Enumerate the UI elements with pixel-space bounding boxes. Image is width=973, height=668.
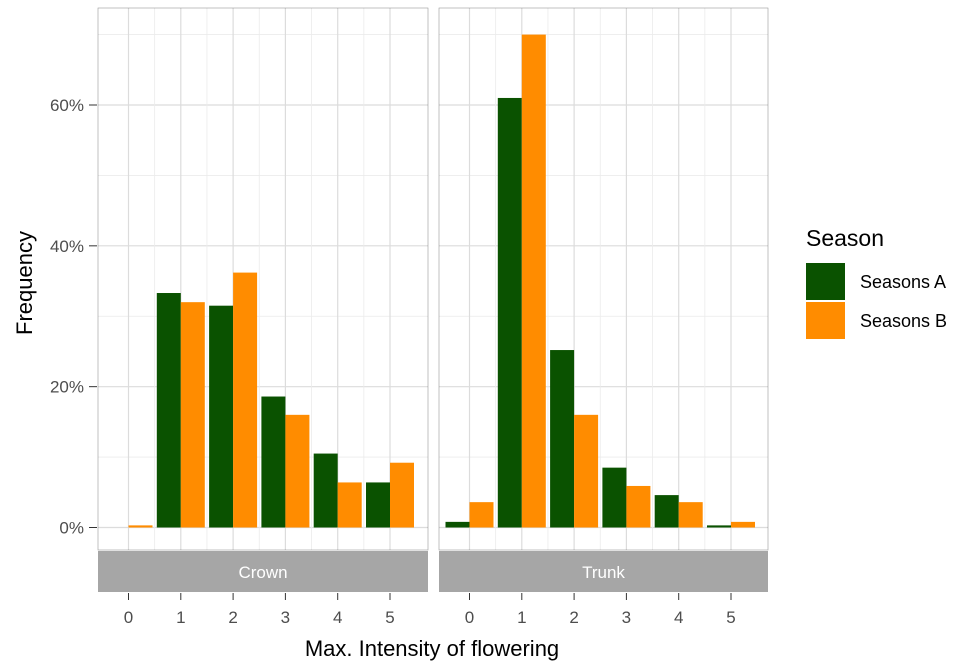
x-tick-label: 5 (385, 608, 394, 627)
bar-trunk-a-5 (707, 525, 731, 528)
legend-label: Seasons A (860, 272, 946, 292)
bar-trunk-b-5 (731, 521, 755, 528)
bar-crown-a-5 (366, 482, 390, 528)
legend-swatch-b (806, 302, 845, 339)
panel-border (438, 7, 769, 551)
facet-strip (439, 551, 768, 592)
legend-swatch-a (806, 263, 845, 300)
legend-title: Season (806, 225, 884, 251)
bar-crown-b-3 (285, 414, 310, 528)
facet-strip-label: Crown (238, 563, 287, 582)
x-tick-label: 3 (281, 608, 290, 627)
bar-crown-b-4 (337, 482, 362, 528)
bar-crown-b-5 (390, 462, 414, 528)
x-axis-title: Max. Intensity of flowering (305, 636, 559, 661)
x-tick-label: 1 (517, 608, 526, 627)
bar-trunk-b-2 (574, 414, 599, 528)
bar-trunk-a-4 (654, 495, 679, 528)
bar-crown-b-2 (233, 272, 258, 528)
panel-border (97, 7, 429, 551)
facet-strip-label: Trunk (582, 563, 625, 582)
y-axis-title: Frequency (12, 231, 37, 335)
bar-trunk-b-4 (678, 502, 703, 528)
y-tick-label: 60% (50, 96, 84, 115)
bar-crown-b-1 (180, 302, 205, 528)
x-tick-label: 2 (569, 608, 578, 627)
y-tick-label: 40% (50, 237, 84, 256)
bar-crown-a-4 (313, 453, 338, 528)
x-tick-label: 2 (228, 608, 237, 627)
bar-crown-a-2 (209, 305, 234, 528)
panel-background (439, 8, 768, 550)
bar-crown-b-0 (128, 525, 153, 528)
bar-crown-a-1 (156, 293, 181, 528)
x-tick-label: 1 (176, 608, 185, 627)
bar-trunk-b-0 (469, 502, 494, 528)
bar-trunk-b-3 (626, 485, 651, 528)
facet-strip (98, 551, 428, 592)
x-tick-label: 3 (622, 608, 631, 627)
bar-trunk-a-2 (550, 350, 575, 528)
x-tick-label: 5 (726, 608, 735, 627)
x-tick-label: 0 (465, 608, 474, 627)
bar-trunk-b-1 (521, 34, 546, 528)
bar-trunk-a-1 (497, 97, 522, 528)
y-tick-label: 20% (50, 378, 84, 397)
bar-trunk-a-3 (602, 467, 627, 528)
legend-label: Seasons B (860, 311, 947, 331)
y-tick-label: 0% (59, 519, 84, 538)
x-tick-label: 4 (674, 608, 683, 627)
bar-trunk-a-0 (445, 521, 470, 528)
x-tick-label: 4 (333, 608, 342, 627)
x-tick-label: 0 (124, 608, 133, 627)
bar-crown-a-3 (261, 396, 286, 528)
